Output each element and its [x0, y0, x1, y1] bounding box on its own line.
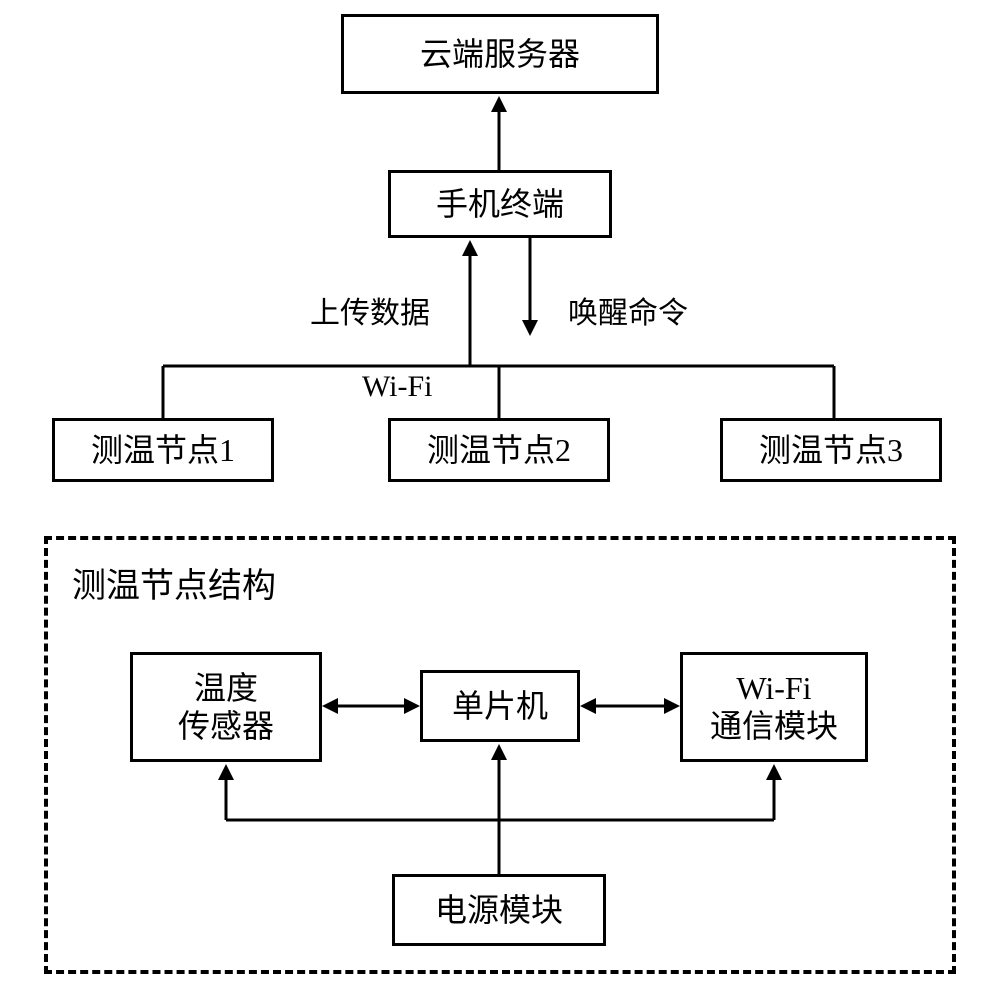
mcu-box: 单片机 — [420, 670, 580, 742]
temp-node-3-label: 测温节点3 — [759, 431, 903, 469]
phone-terminal-box: 手机终端 — [388, 170, 612, 238]
wake-cmd-label: 唤醒命令 — [568, 288, 688, 332]
cloud-server-label: 云端服务器 — [420, 35, 580, 73]
temp-node-1-label: 测温节点1 — [91, 431, 235, 469]
temp-node-3-box: 测温节点3 — [720, 418, 942, 482]
upload-data-label: 上传数据 — [310, 288, 430, 332]
temp-node-2-label: 测温节点2 — [427, 431, 571, 469]
temp-node-1-box: 测温节点1 — [52, 418, 274, 482]
wifi-label: Wi-Fi — [362, 370, 432, 404]
mcu-label: 单片机 — [452, 687, 548, 725]
temp-sensor-label: 温度 传感器 — [178, 669, 274, 746]
temp-node-2-box: 测温节点2 — [388, 418, 610, 482]
diagram-canvas: 云端服务器 手机终端 测温节点1 测温节点2 测温节点3 上传数据 唤醒命令 W… — [0, 0, 999, 1000]
power-module-box: 电源模块 — [392, 874, 606, 946]
phone-terminal-label: 手机终端 — [436, 185, 564, 223]
temp-sensor-box: 温度 传感器 — [130, 652, 322, 762]
section-title-label: 测温节点结构 — [72, 558, 276, 607]
wifi-module-box: Wi-Fi 通信模块 — [680, 652, 868, 762]
wifi-module-label: Wi-Fi 通信模块 — [710, 669, 838, 746]
cloud-server-box: 云端服务器 — [341, 14, 659, 94]
power-module-label: 电源模块 — [435, 891, 563, 929]
